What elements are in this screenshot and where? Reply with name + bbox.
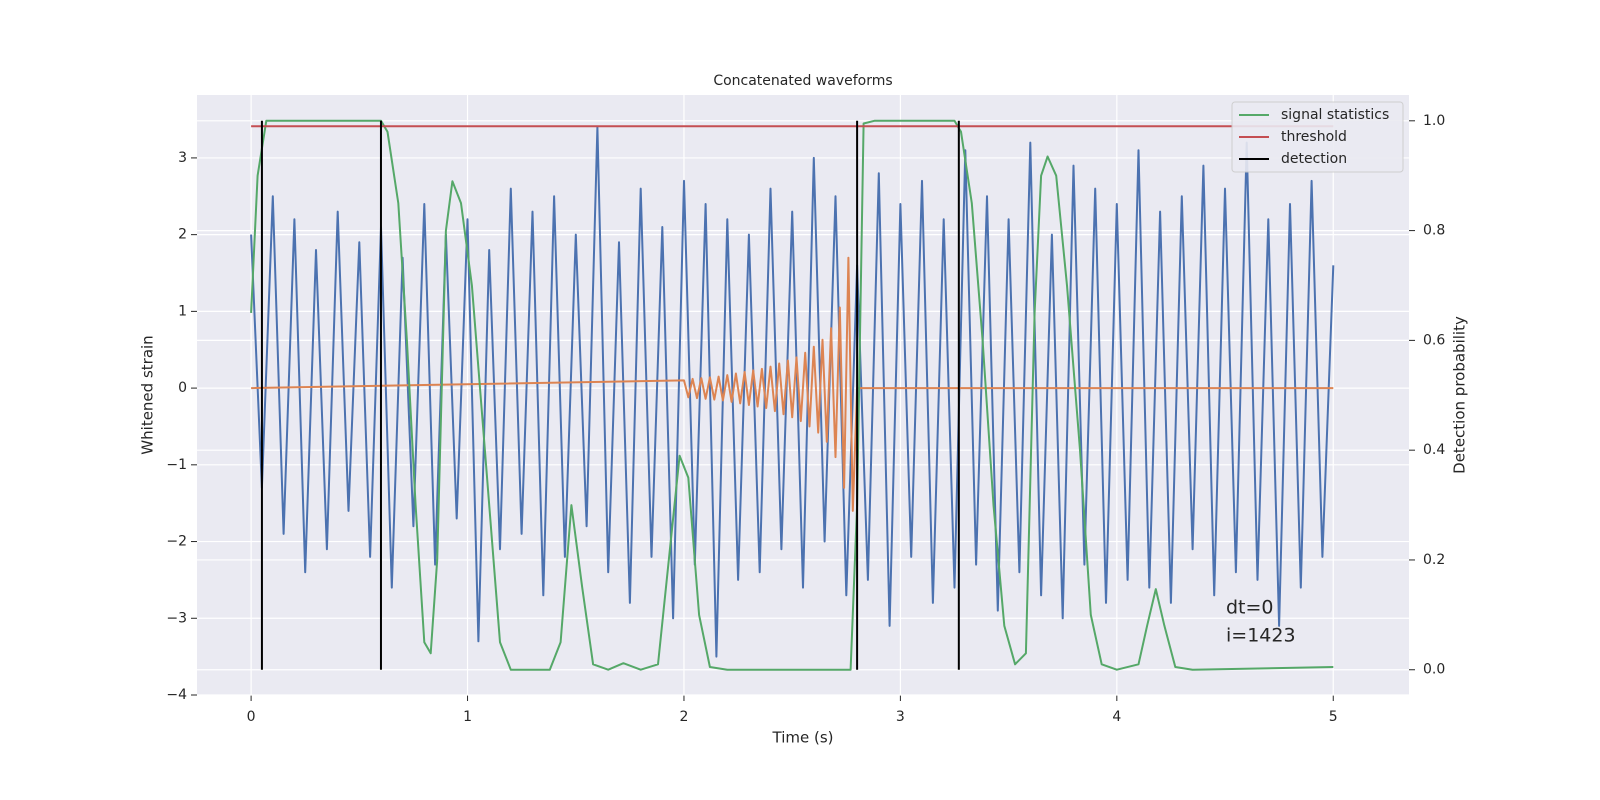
y-tick-label: 2 xyxy=(178,227,187,243)
series-line xyxy=(251,256,1334,512)
y2-tick-label: 0.8 xyxy=(1423,223,1445,239)
annotation: i=1423 xyxy=(1226,625,1296,647)
legend-label: signal statistics xyxy=(1281,107,1389,123)
annotation: dt=0 xyxy=(1226,597,1274,619)
x-tick-label: 3 xyxy=(896,709,905,725)
y2-tick-label: 1.0 xyxy=(1423,113,1445,129)
x-tick-label: 4 xyxy=(1112,709,1121,725)
y2-axis-label: Detection probability xyxy=(1451,316,1469,474)
y-tick-label: −1 xyxy=(166,457,187,473)
y-tick-label: 0 xyxy=(178,380,187,396)
y-tick-label: 1 xyxy=(178,303,187,319)
x-tick-label: 2 xyxy=(680,709,689,725)
y-tick-label: −4 xyxy=(166,687,187,703)
y2-tick-label: 0.0 xyxy=(1423,662,1445,678)
series-line xyxy=(250,119,1334,671)
chart-title: Concatenated waveforms xyxy=(713,73,892,89)
legend-label: threshold xyxy=(1281,129,1347,145)
x-tick-label: 1 xyxy=(463,709,472,725)
y2-tick-label: 0.4 xyxy=(1423,442,1445,458)
x-tick-label: 5 xyxy=(1329,709,1338,725)
y-tick-label: −3 xyxy=(166,610,187,626)
y-tick-label: 3 xyxy=(178,150,187,166)
y-axis-label: Whitened strain xyxy=(139,335,157,454)
series-line xyxy=(250,126,1335,658)
y2-tick-label: 0.2 xyxy=(1423,552,1445,568)
x-tick-label: 0 xyxy=(247,709,256,725)
y-tick-label: −2 xyxy=(166,534,187,550)
y2-tick-label: 0.6 xyxy=(1423,332,1445,348)
x-axis-label: Time (s) xyxy=(772,729,834,747)
legend-label: detection xyxy=(1281,151,1347,167)
legend-box xyxy=(1231,101,1404,173)
